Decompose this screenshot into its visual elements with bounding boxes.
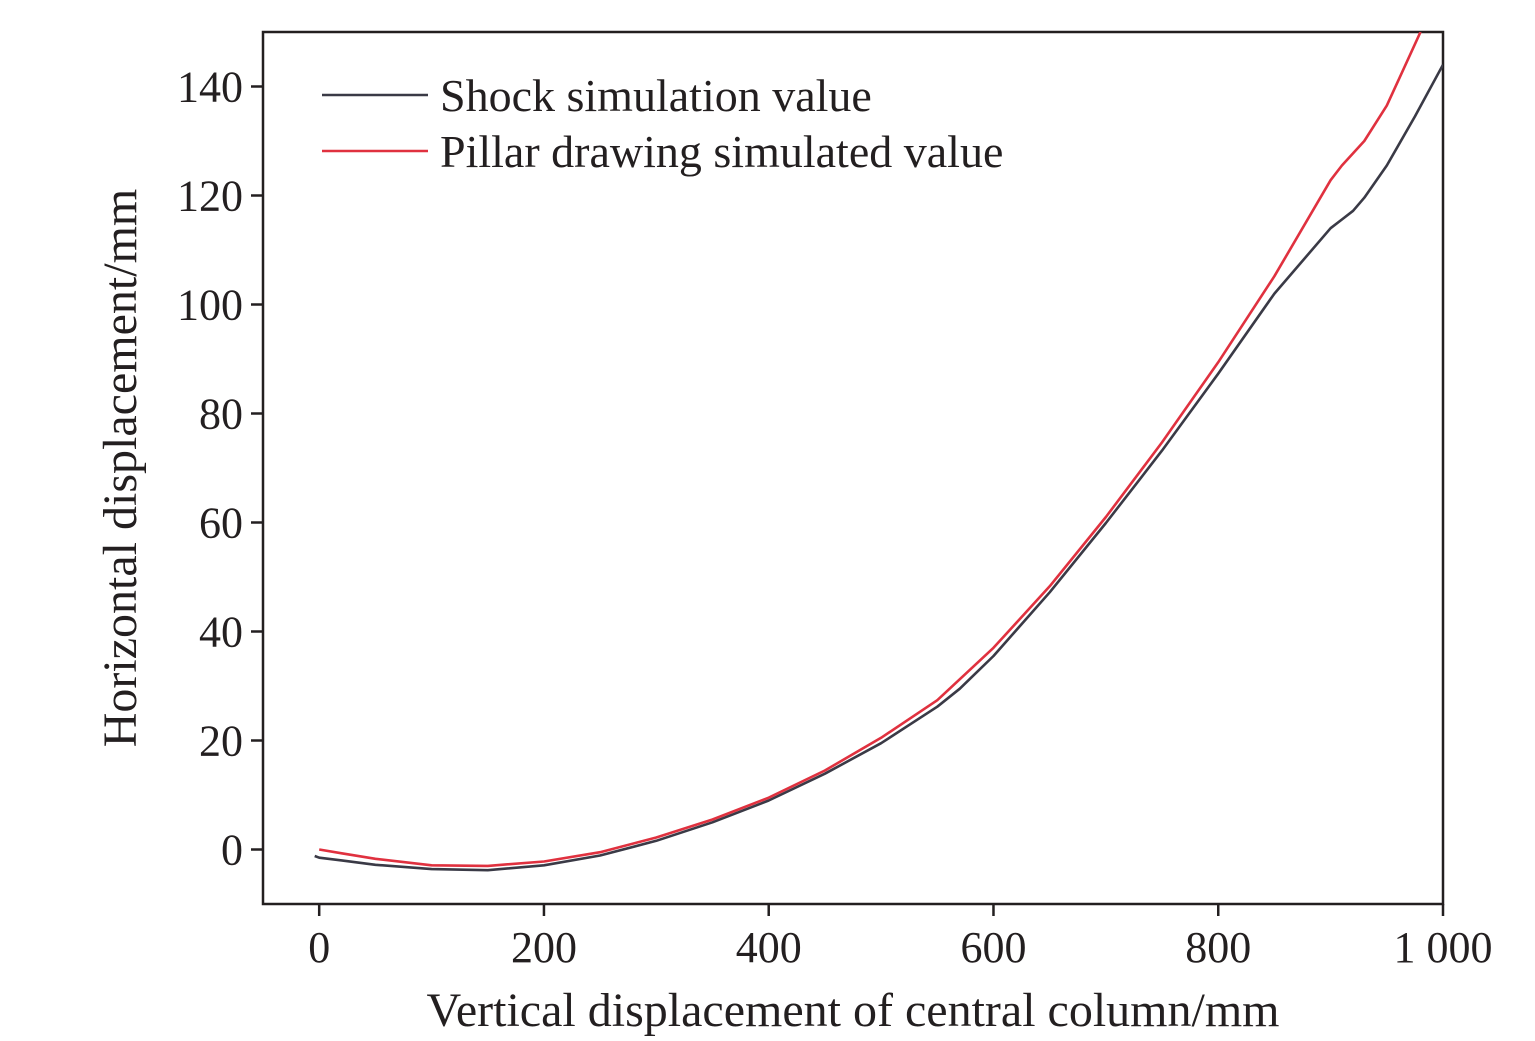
series-line-shock <box>314 64 1443 872</box>
x-axis: 0 200 400 600 800 1 000 <box>308 904 1493 972</box>
x-tick-label: 800 <box>1185 923 1251 972</box>
y-tick-label: 40 <box>199 608 243 657</box>
x-axis-label: Vertical displacement of central column/… <box>426 984 1279 1037</box>
x-tick-label: 1 000 <box>1394 923 1493 972</box>
legend-label-pillar: Pillar drawing simulated value <box>440 126 1003 177</box>
x-tick-label: 0 <box>308 923 330 972</box>
y-tick-label: 20 <box>199 717 243 766</box>
x-tick-label: 600 <box>960 923 1026 972</box>
y-tick-label: 120 <box>177 172 243 221</box>
y-tick-label: 140 <box>177 63 243 112</box>
series-line-pillar <box>318 32 1422 868</box>
y-tick-label: 60 <box>199 499 243 548</box>
legend: Shock simulation value Pillar drawing si… <box>322 70 1003 177</box>
x-tick-label: 200 <box>511 923 577 972</box>
x-tick-label: 400 <box>736 923 802 972</box>
plot-frame <box>261 30 1445 906</box>
series-layer <box>314 32 1443 872</box>
y-tick-label: 100 <box>177 281 243 330</box>
y-tick-label: 0 <box>221 826 243 875</box>
legend-label-shock: Shock simulation value <box>440 70 872 121</box>
y-tick-label: 80 <box>199 390 243 439</box>
y-axis-label: Horizontal displacement/mm <box>94 189 147 748</box>
y-axis: 0 20 40 60 80 100 120 140 <box>177 63 263 875</box>
